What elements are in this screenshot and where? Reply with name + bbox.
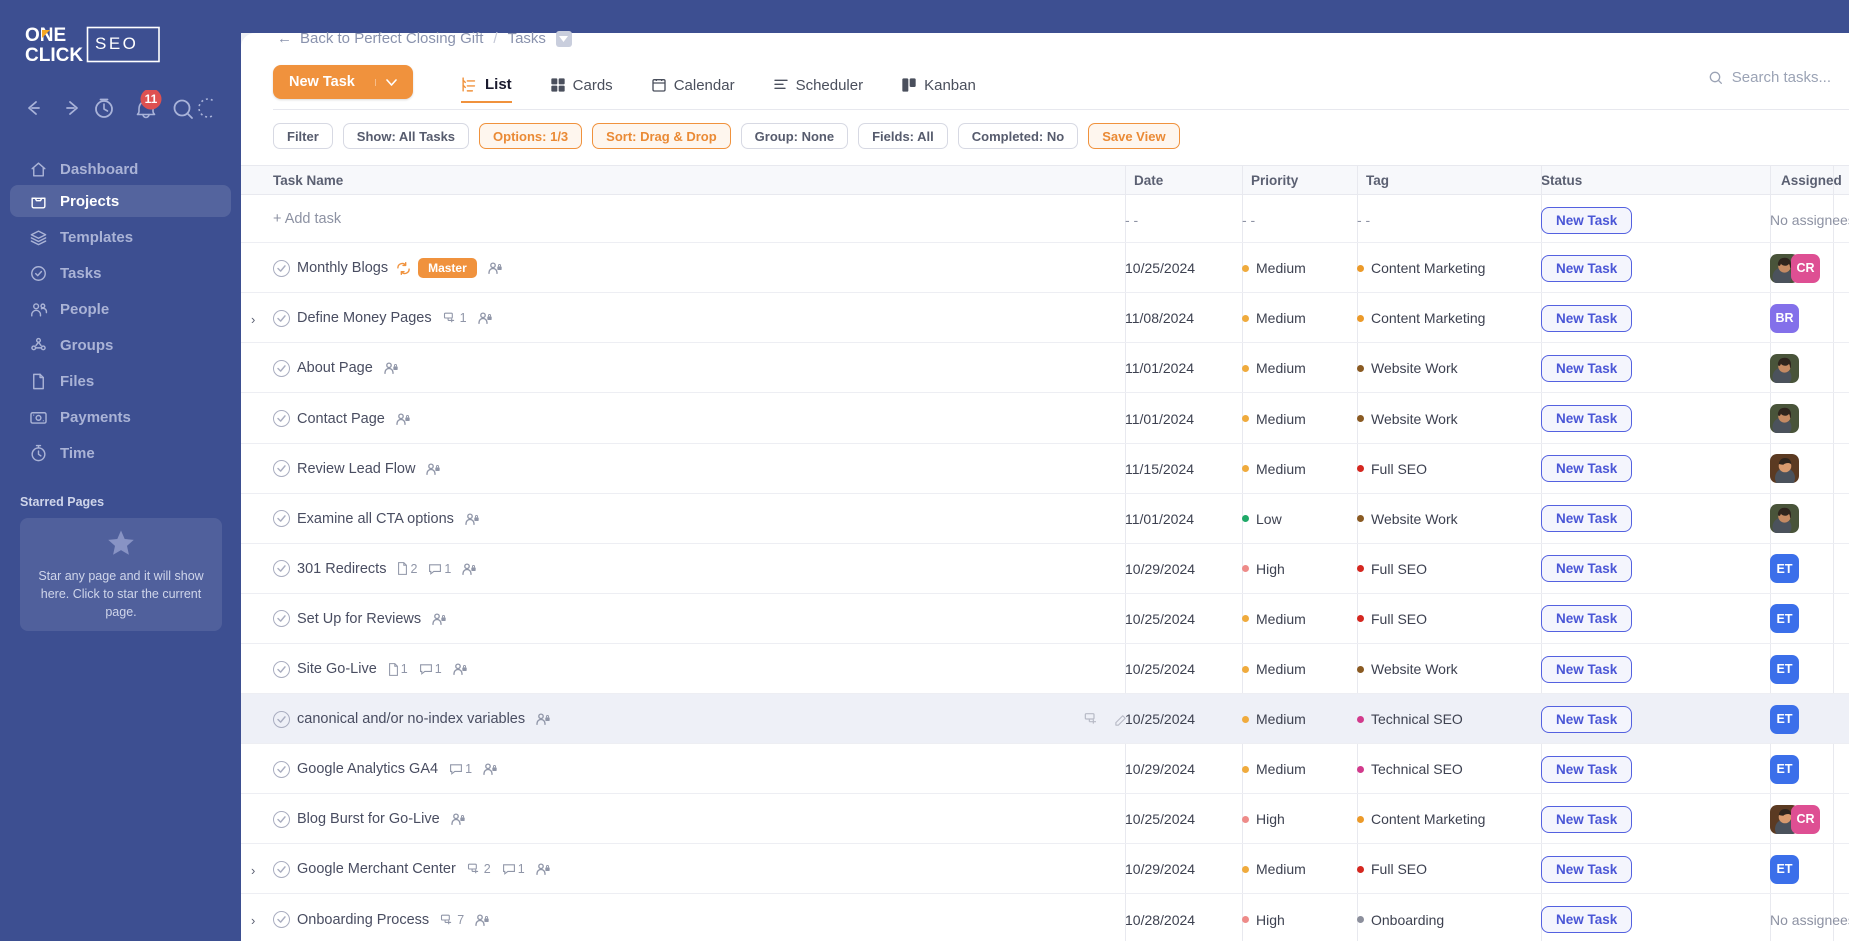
- svg-text:ONE: ONE: [25, 25, 66, 46]
- svg-text:11: 11: [145, 92, 158, 106]
- svg-text:SEO: SEO: [95, 34, 138, 53]
- svg-text:CLICK: CLICK: [25, 45, 83, 66]
